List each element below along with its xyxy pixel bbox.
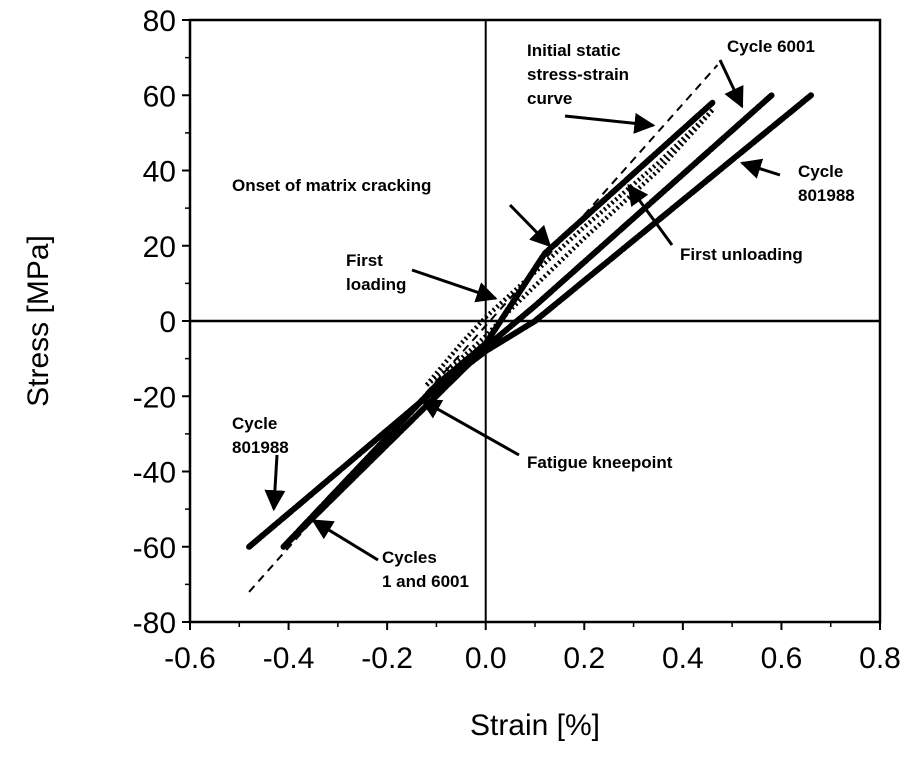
annotation-text: stress-strain — [527, 65, 629, 84]
x-tick-label: 0.6 — [761, 642, 803, 675]
y-tick-label: 60 — [143, 80, 176, 113]
y-tick-label: 20 — [143, 231, 176, 264]
annotation-text: Onset of matrix cracking — [232, 176, 431, 195]
y-tick-label: -40 — [133, 457, 176, 490]
annotation-text: 1 and 6001 — [382, 572, 469, 591]
series-first-unloading — [425, 108, 715, 387]
y-tick-label: -60 — [133, 532, 176, 565]
x-tick-label: -0.4 — [263, 642, 315, 675]
x-tick-label: 0.0 — [465, 642, 507, 675]
x-tick-label: 0.4 — [662, 642, 704, 675]
annotation: First loading — [346, 251, 498, 303]
annotation-text: First unloading — [680, 245, 803, 264]
annotation: First unloading — [627, 183, 803, 264]
series-first-loading — [424, 108, 714, 387]
annotation-text: loading — [346, 275, 406, 294]
annotation: Initial static stress-strain curve — [527, 41, 656, 134]
annotation-text: Cycle 6001 — [727, 37, 815, 56]
annotation-arrow — [419, 398, 520, 457]
annotation-arrow — [508, 203, 552, 248]
x-tick-label: 0.8 — [859, 642, 901, 675]
annotation-arrow — [411, 268, 498, 303]
x-axis-title: Strain [%] — [470, 709, 600, 742]
annotation: Cycle 801988 — [232, 414, 289, 512]
series-cycle-6001 — [280, 92, 775, 550]
y-tick-label: 80 — [143, 5, 176, 38]
annotation-text: Fatigue kneepoint — [527, 453, 673, 472]
annotation-arrow — [311, 519, 379, 562]
annotation: Cycles 1 and 6001 — [311, 519, 469, 591]
x-tick-label: -0.6 — [164, 642, 216, 675]
y-tick-label: -20 — [133, 381, 176, 414]
axis-ticks: -0.6 -0.4 -0.2 0.0 0.2 0.4 0.6 0.8 80 60 40 20 0 -20 -… — [133, 5, 901, 675]
x-tick-label: -0.2 — [361, 642, 413, 675]
annotation-arrow — [627, 183, 674, 246]
annotation-text: Cycles — [382, 548, 437, 567]
annotation-text: 801988 — [798, 186, 855, 205]
series-layer — [246, 64, 814, 593]
x-tick-label: 0.2 — [563, 642, 605, 675]
annotation-text: Initial static — [527, 41, 621, 60]
annotation-text: Cycle — [798, 162, 843, 181]
annotation-arrow — [264, 454, 286, 512]
annotation-arrow — [739, 158, 781, 179]
annotation: Cycle 6001 — [718, 37, 815, 109]
y-tick-label: 40 — [143, 156, 176, 189]
annotation-arrow — [564, 112, 656, 134]
annotation: Cycle 801988 — [739, 158, 855, 205]
y-tick-label: 0 — [159, 306, 176, 339]
series-cycle-801988 — [246, 92, 814, 550]
annotation: Fatigue kneepoint — [419, 398, 673, 472]
annotation-text: 801988 — [232, 438, 289, 457]
annotation-layer: Initial static stress-strain curve Cycle 60… — [232, 37, 855, 591]
annotation-text: Cycle — [232, 414, 277, 433]
annotation-text: First — [346, 251, 383, 270]
annotation: Onset of matrix cracking — [232, 176, 552, 248]
y-axis-title: Stress [MPa] — [22, 235, 55, 407]
annotation-text: curve — [527, 89, 572, 108]
annotation-arrow — [718, 59, 744, 109]
y-tick-label: -80 — [133, 607, 176, 640]
